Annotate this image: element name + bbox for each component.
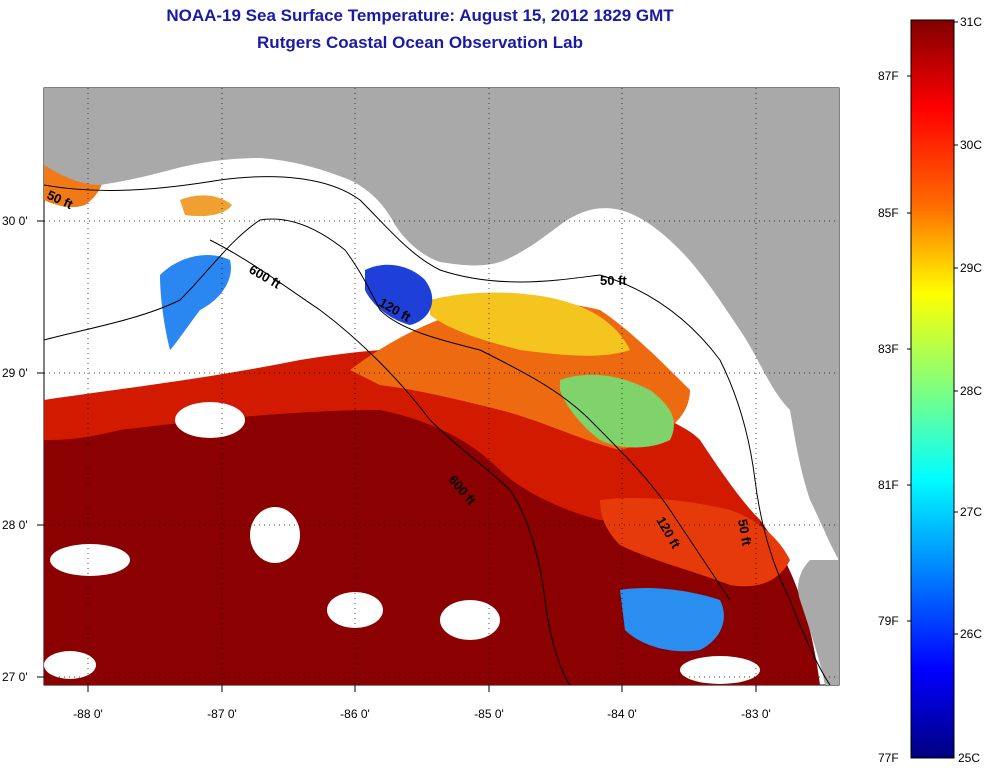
lon-tick-label: -83 0' <box>741 707 771 721</box>
colorbar-celsius-label: 25C <box>958 751 980 765</box>
sst-cool-patch <box>365 264 433 325</box>
lat-tick-label: 30 0' <box>2 214 28 228</box>
cloud-mask <box>44 651 96 679</box>
colorbar-fahrenheit-label: 83F <box>878 342 899 356</box>
contour-label: 50 ft <box>600 273 627 288</box>
lon-tick-label: -86 0' <box>340 707 370 721</box>
land-mass <box>44 88 839 560</box>
sst-green-patch <box>560 374 674 448</box>
colorbar-fahrenheit-label: 87F <box>878 69 899 83</box>
colorbar-celsius-label: 29C <box>960 261 982 275</box>
cloud-mask <box>175 402 245 438</box>
sst-yellow-patch <box>430 292 630 356</box>
cloud-mask <box>440 600 500 640</box>
colorbar-celsius-label: 26C <box>960 627 982 641</box>
lon-tick-label: -88 0' <box>73 707 103 721</box>
sst-coastal-patch <box>620 588 724 652</box>
bathymetry-contour-50ft <box>44 176 831 685</box>
colorbar-celsius-label: 30C <box>960 138 982 152</box>
colorbar-fahrenheit-label: 81F <box>878 478 899 492</box>
cloud-mask <box>50 544 130 576</box>
sst-coastal-patch <box>600 498 790 587</box>
lon-tick-label: -87 0' <box>207 707 237 721</box>
land-mass <box>798 560 839 685</box>
bathymetry-contour-600ft <box>209 239 571 685</box>
colorbar-celsius-label: 28C <box>960 384 982 398</box>
colorbar-scale <box>910 19 955 759</box>
colorbar-fahrenheit-label: 79F <box>878 614 899 628</box>
colorbar-fahrenheit-label: 85F <box>878 206 899 220</box>
lat-tick-label: 27 0' <box>2 670 28 684</box>
cloud-mask <box>250 507 300 563</box>
cloud-mask <box>327 592 383 628</box>
map-title: NOAA-19 Sea Surface Temperature: August … <box>166 6 674 25</box>
colorbar-fahrenheit-label: 77F <box>878 751 899 765</box>
lon-tick-label: -85 0' <box>474 707 504 721</box>
sst-cool-patch <box>160 255 231 350</box>
lat-tick-label: 29 0' <box>2 366 28 380</box>
colorbar-celsius-label: 27C <box>960 505 982 519</box>
colorbar-celsius-label: 31C <box>960 15 982 29</box>
contour-label: 50 ft <box>735 518 755 548</box>
sst-warm-nearshore-patch <box>180 195 232 217</box>
lon-tick-label: -84 0' <box>607 707 637 721</box>
map-subtitle: Rutgers Coastal Ocean Observation Lab <box>257 33 583 52</box>
bathymetry-contour-120ft <box>44 218 731 601</box>
lat-tick-label: 28 0' <box>2 518 28 532</box>
